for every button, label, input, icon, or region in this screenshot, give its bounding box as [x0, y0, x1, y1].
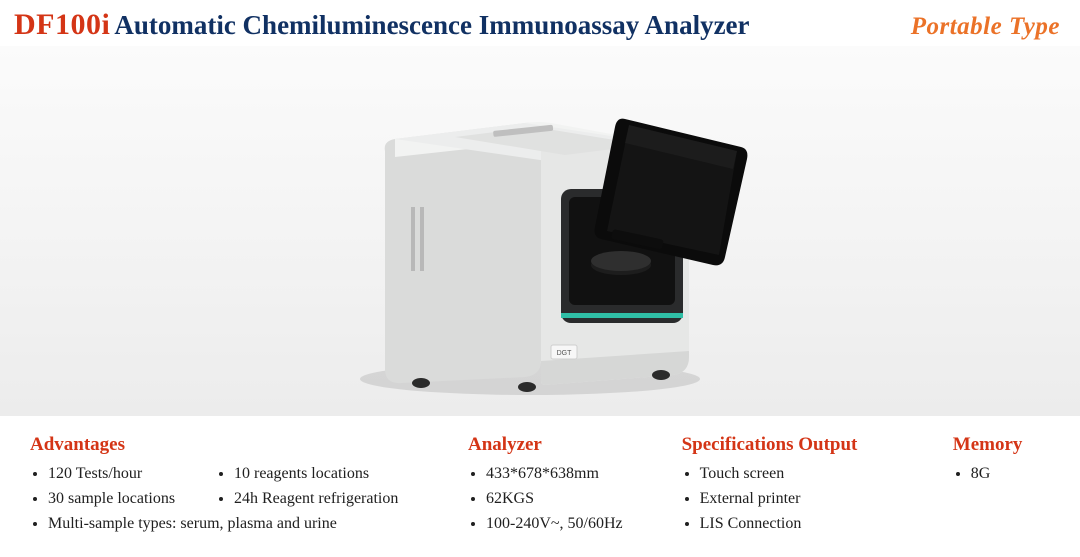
advantages-wide: Multi-sample types: serum, plasma and ur… [30, 512, 456, 537]
col-analyzer: Analyzer 433*678*638mm 62KGS 100-240V~, … [468, 434, 670, 536]
specs-row: Advantages 120 Tests/hour 30 sample loca… [0, 416, 1080, 536]
header: DF100i Automatic Chemiluminescence Immun… [0, 0, 1080, 46]
list-item: Touch screen [700, 462, 941, 487]
heading-analyzer: Analyzer [468, 434, 670, 456]
col-output: Specifications Output Touch screen Exter… [682, 434, 941, 536]
model-code: DF100i [14, 8, 110, 41]
memory-list: 8G [953, 462, 1068, 487]
list-item: 62KGS [486, 487, 670, 512]
col-advantages: Advantages 120 Tests/hour 30 sample loca… [30, 434, 456, 536]
output-list: Touch screen External printer LIS Connec… [682, 462, 941, 536]
heading-output: Specifications Output [682, 434, 941, 456]
list-item: 433*678*638mm [486, 462, 670, 487]
advantages-col1: 120 Tests/hour 30 sample locations [30, 462, 210, 512]
svg-text:DGT: DGT [557, 350, 573, 357]
col-memory: Memory 8G [953, 434, 1068, 536]
heading-advantages: Advantages [30, 434, 456, 456]
list-item: 120 Tests/hour [48, 462, 210, 487]
portable-tag: Portable Type [911, 13, 1060, 41]
list-item: 8G [971, 462, 1068, 487]
list-item: 100-240V~, 50/60Hz [486, 512, 670, 537]
heading-memory: Memory [953, 434, 1068, 456]
advantages-col2: 10 reagents locations 24h Reagent refrig… [216, 462, 456, 512]
device-illustration: DGT [325, 61, 755, 401]
hero-area: DGT [0, 46, 1080, 416]
list-item: LIS Connection [700, 512, 941, 537]
list-item: Multi-sample types: serum, plasma and ur… [48, 512, 456, 537]
product-title: Automatic Chemiluminescence Immunoassay … [114, 10, 749, 40]
title-block: DF100i Automatic Chemiluminescence Immun… [14, 8, 750, 42]
list-item: 24h Reagent refrigeration [234, 487, 456, 512]
list-item: 30 sample locations [48, 487, 210, 512]
list-item: External printer [700, 487, 941, 512]
list-item: 10 reagents locations [234, 462, 456, 487]
advantages-grid: 120 Tests/hour 30 sample locations 10 re… [30, 462, 456, 536]
analyzer-list: 433*678*638mm 62KGS 100-240V~, 50/60Hz [468, 462, 670, 536]
